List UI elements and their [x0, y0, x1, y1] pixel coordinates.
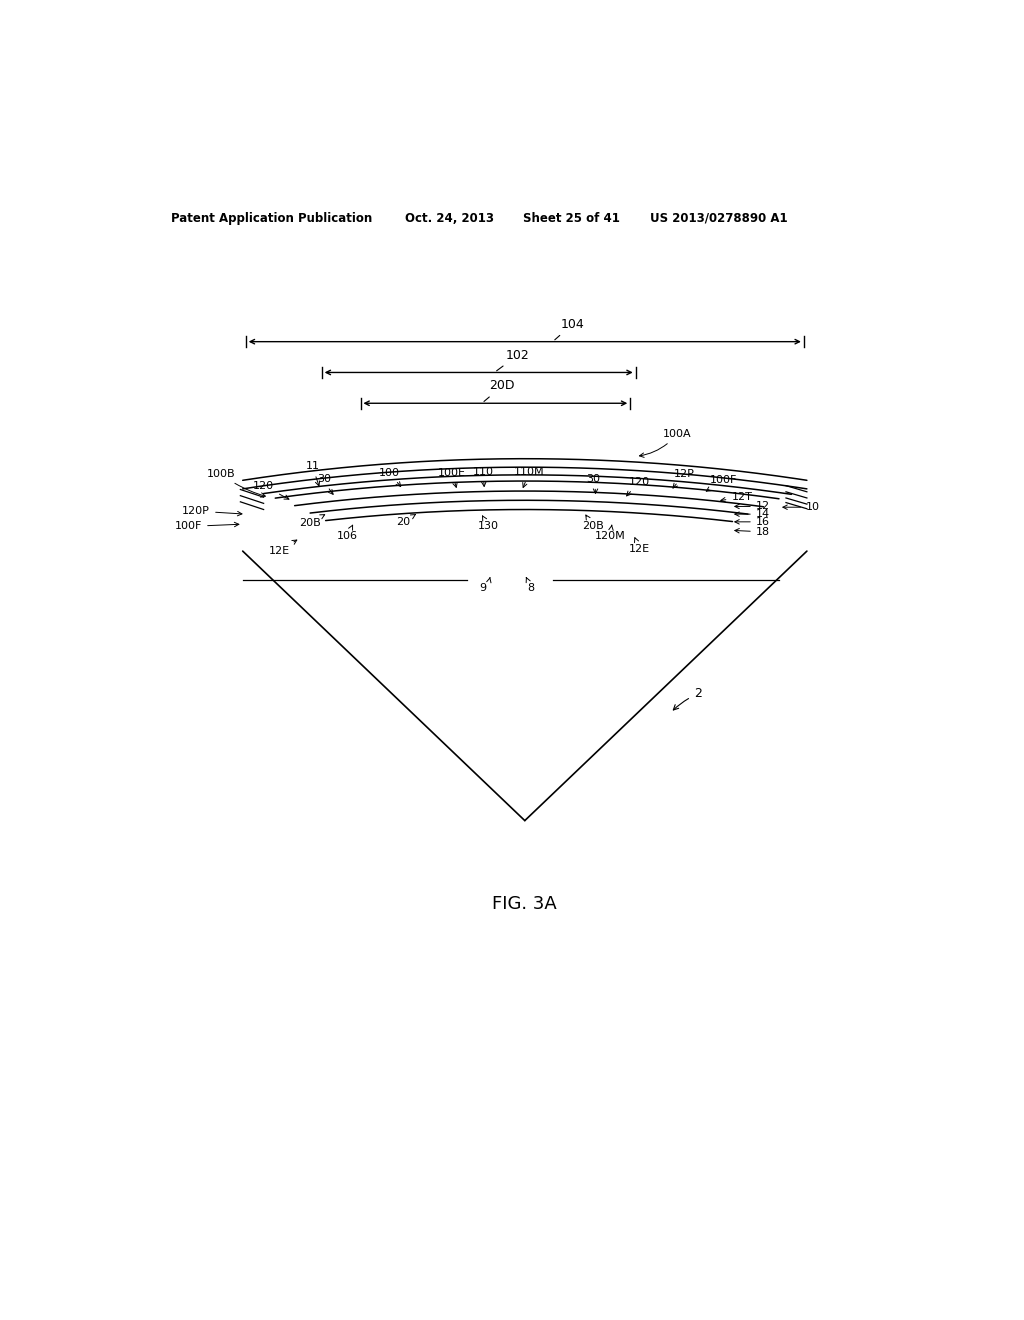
Text: 8: 8 [526, 577, 535, 593]
Text: 10: 10 [783, 502, 820, 512]
Text: 20B: 20B [299, 515, 325, 528]
Text: 106: 106 [337, 525, 357, 541]
Text: 120M: 120M [595, 525, 626, 541]
Text: 100A: 100A [639, 429, 691, 458]
Text: FIG. 3A: FIG. 3A [493, 895, 557, 912]
Text: 16: 16 [735, 517, 770, 527]
Text: 12E: 12E [629, 537, 650, 554]
Text: 102: 102 [497, 348, 529, 371]
Text: 12: 12 [735, 502, 770, 511]
Text: 20D: 20D [484, 379, 515, 401]
Text: 18: 18 [735, 527, 770, 537]
Text: 120P: 120P [182, 506, 242, 516]
Text: 130: 130 [478, 516, 499, 532]
Text: 100: 100 [379, 467, 400, 487]
Text: 110M: 110M [514, 467, 545, 487]
Text: 11: 11 [305, 462, 319, 486]
Text: 120: 120 [253, 480, 289, 499]
Text: 100E: 100E [438, 467, 466, 487]
Text: 14: 14 [735, 510, 770, 519]
Text: 12P: 12P [673, 469, 695, 488]
Text: 110: 110 [472, 467, 494, 486]
Text: 2: 2 [674, 688, 701, 710]
Text: 30: 30 [317, 474, 333, 494]
Text: 104: 104 [555, 318, 585, 339]
Text: 100B: 100B [207, 469, 265, 498]
Text: 30: 30 [586, 474, 600, 494]
Text: 100F: 100F [707, 475, 737, 491]
Text: 20: 20 [396, 515, 416, 527]
Text: 100F: 100F [175, 521, 239, 532]
Text: Patent Application Publication: Patent Application Publication [171, 213, 372, 224]
Text: 12E: 12E [268, 540, 297, 556]
Text: 20B: 20B [582, 515, 604, 532]
Text: Sheet 25 of 41: Sheet 25 of 41 [523, 213, 621, 224]
Text: 120: 120 [627, 477, 650, 496]
Text: 9: 9 [479, 578, 490, 593]
Text: US 2013/0278890 A1: US 2013/0278890 A1 [649, 213, 787, 224]
Text: 12T: 12T [721, 492, 753, 502]
Text: Oct. 24, 2013: Oct. 24, 2013 [406, 213, 495, 224]
